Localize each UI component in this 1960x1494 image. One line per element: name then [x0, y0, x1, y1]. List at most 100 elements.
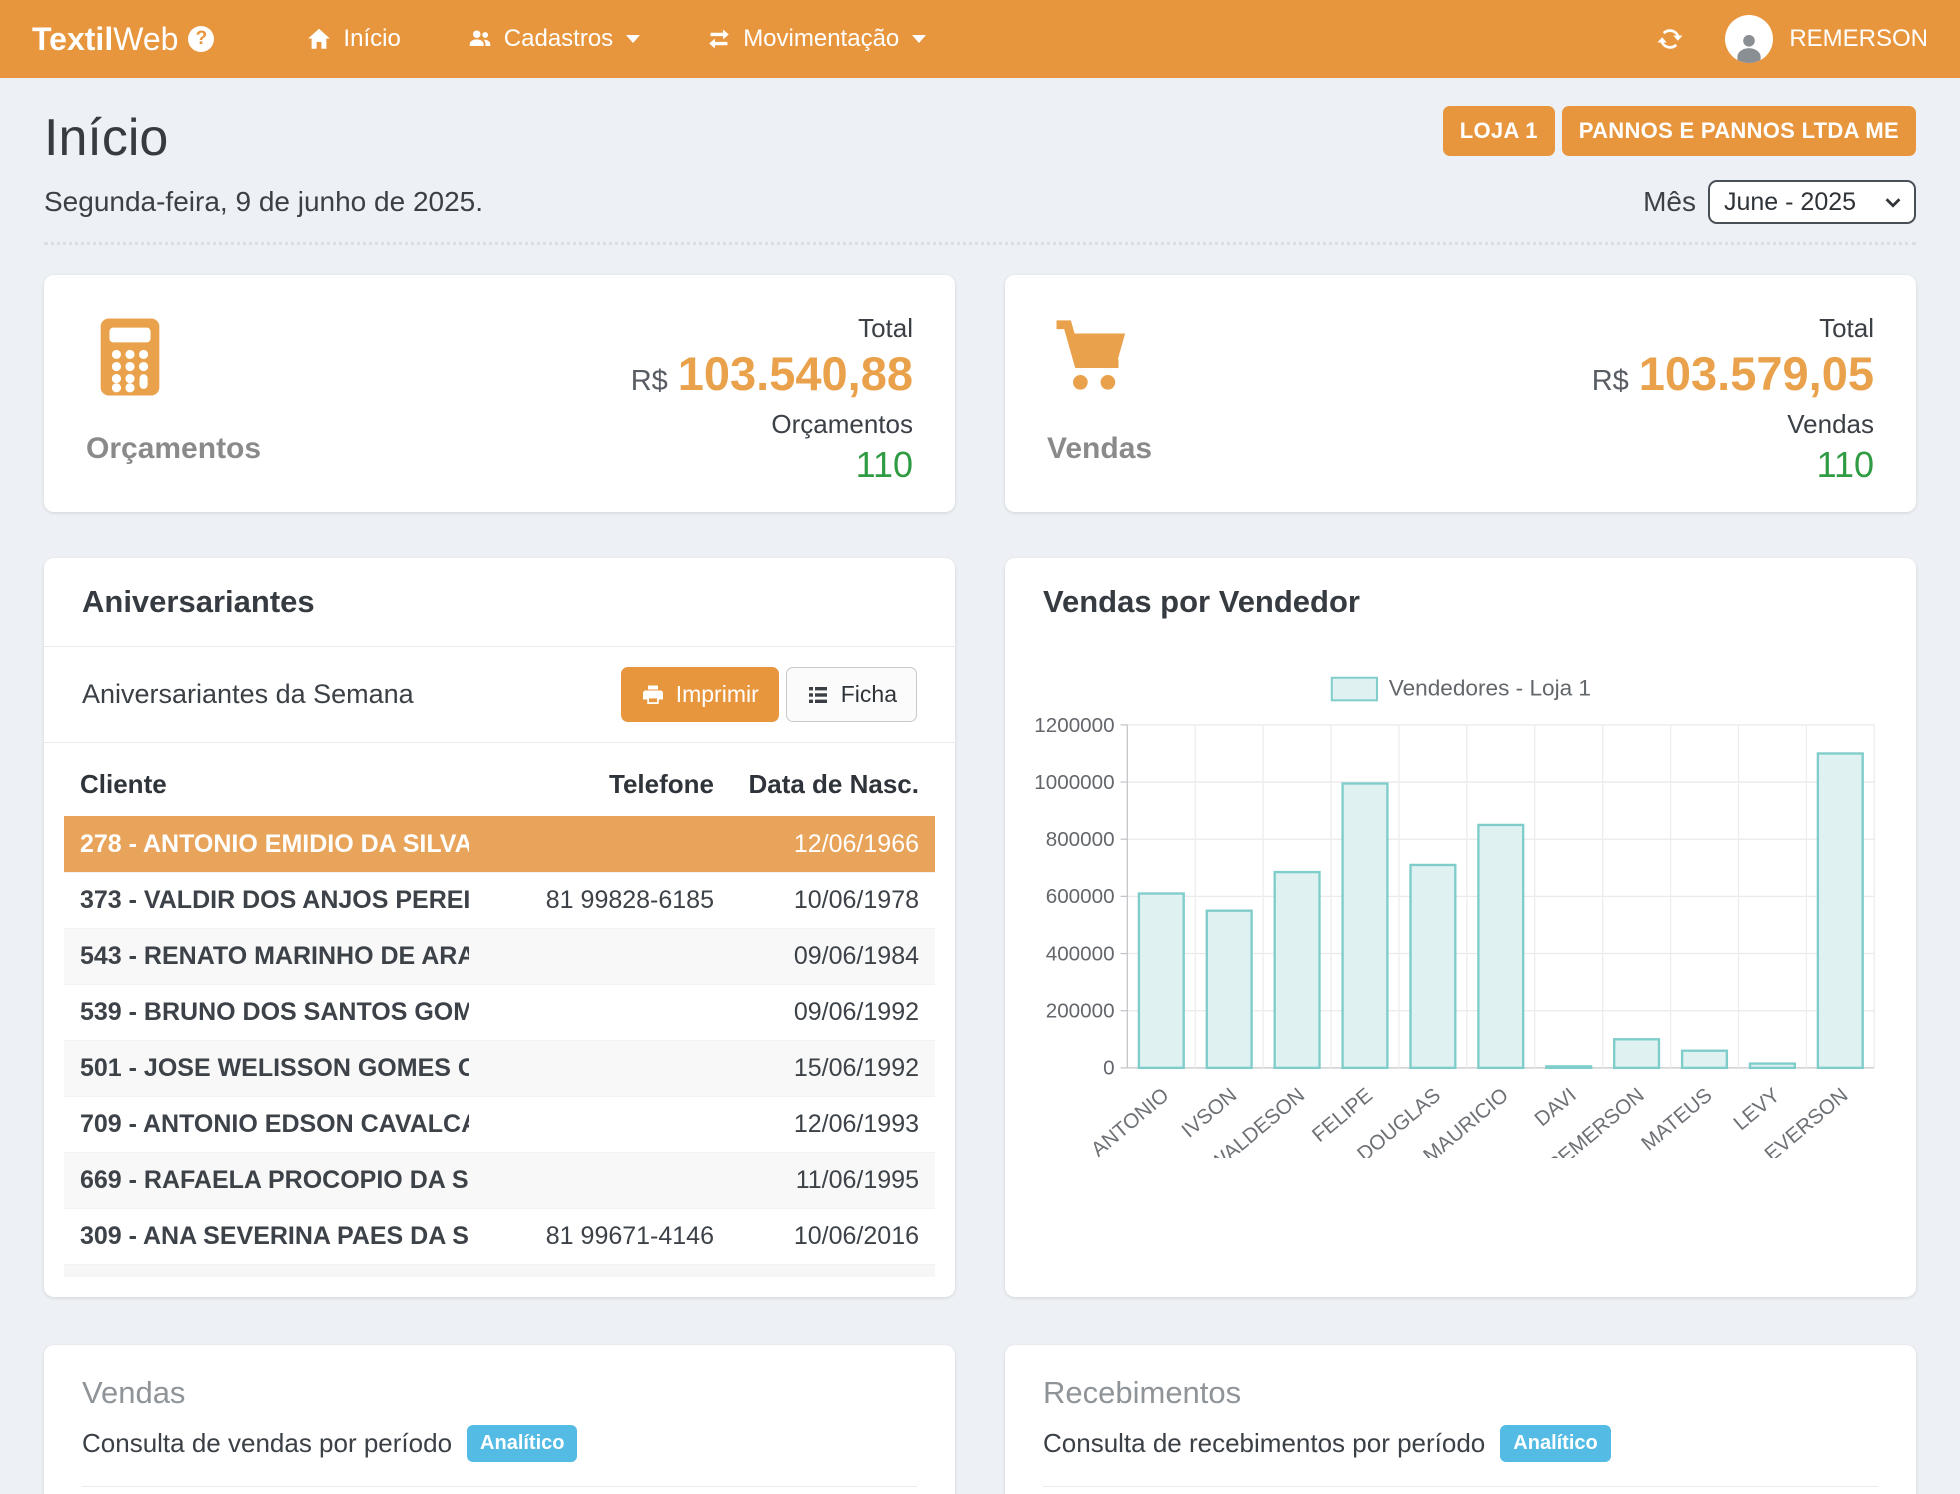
cell-client: 373 - VALDIR DOS ANJOS PEREIRA (ANGE...	[80, 886, 469, 915]
table-row[interactable]: 539 - BRUNO DOS SANTOS GOMES09/06/1992	[64, 984, 935, 1040]
help-icon[interactable]: ?	[188, 26, 214, 52]
cell-client: 709 - ANTONIO EDSON CAVALCANTE DAN...	[80, 1110, 469, 1139]
x-label-antonio: ANTONIO	[1087, 1084, 1173, 1159]
bar-chart-svg: Vendedores - Loja 1020000040000060000080…	[1033, 662, 1888, 1158]
x-label-levy: LEVY	[1729, 1083, 1784, 1135]
date-row: Segunda-feira, 9 de junho de 2025. Mês J…	[44, 174, 1916, 245]
brand-bold: Textil	[32, 21, 113, 57]
user-name: REMERSON	[1789, 25, 1928, 53]
birthdays-table: Cliente Telefone Data de Nasc. 278 - ANT…	[44, 743, 955, 1264]
cell-client: 309 - ANA SEVERINA PAES DA SILVA	[80, 1222, 469, 1251]
cart-icon	[1047, 313, 1152, 406]
cell-client: 539 - BRUNO DOS SANTOS GOMES	[80, 998, 469, 1027]
svg-text:600000: 600000	[1046, 885, 1115, 908]
main-content: Início LOJA 1 PANNOS E PANNOS LTDA ME Se…	[0, 78, 1960, 1494]
brand-logo[interactable]: TextilWeb ?	[32, 21, 214, 58]
user-menu[interactable]: REMERSON	[1725, 15, 1928, 63]
report-description: Consulta de recebimentos por período	[1043, 1428, 1485, 1459]
table-row[interactable]: 373 - VALDIR DOS ANJOS PEREIRA (ANGE...8…	[64, 872, 935, 928]
table-row[interactable]: 278 - ANTONIO EMIDIO DA SILVA (PALEST...…	[64, 816, 935, 872]
cell-date: 09/06/1984	[714, 942, 919, 971]
cell-date: 10/06/1978	[714, 886, 919, 915]
panel-subtitle: Aniversariantes da Semana	[82, 679, 414, 710]
bar-waldeson	[1275, 872, 1320, 1068]
nav-item-label: Movimentação	[743, 25, 899, 53]
vendas-report-card: Vendas Consulta de vendas por período An…	[44, 1345, 955, 1494]
count-value: 110	[631, 444, 913, 486]
svg-text:1000000: 1000000	[1034, 771, 1114, 794]
store-badges: LOJA 1 PANNOS E PANNOS LTDA ME	[1443, 106, 1916, 156]
chart-title: Vendas por Vendedor	[1005, 558, 1916, 646]
svg-text:400000: 400000	[1046, 942, 1115, 965]
nav-items: Início Cadastros Movimentação	[306, 25, 926, 53]
partial-next-row	[64, 1264, 935, 1277]
nav-item-label: Cadastros	[504, 25, 613, 53]
card-title: Orçamentos	[86, 432, 261, 466]
svg-text:Vendedores - Loja 1: Vendedores - Loja 1	[1389, 675, 1591, 700]
bar-levy	[1750, 1064, 1795, 1068]
users-icon	[467, 26, 493, 52]
reports-row: Vendas Consulta de vendas por período An…	[44, 1345, 1916, 1494]
exchange-icon	[706, 26, 732, 52]
month-picker: Mês June - 2025	[1643, 180, 1916, 224]
table-row[interactable]: 709 - ANTONIO EDSON CAVALCANTE DAN...12/…	[64, 1096, 935, 1152]
calculator-icon	[86, 313, 261, 406]
cell-date: 10/06/2016	[714, 1222, 919, 1251]
recebimentos-report-card: Recebimentos Consulta de recebimentos po…	[1005, 1345, 1916, 1494]
chart-card: Vendas por Vendedor Vendedores - Loja 1 0…	[1005, 558, 1916, 1297]
table-row[interactable]: 669 - RAFAELA PROCOPIO DA SILVA CARV...1…	[64, 1152, 935, 1208]
report-description: Consulta de vendas por período	[82, 1428, 452, 1459]
currency-symbol: R$	[631, 365, 668, 397]
refresh-button[interactable]	[1655, 24, 1685, 54]
bar-douglas	[1410, 865, 1455, 1068]
svg-text:1200000: 1200000	[1034, 714, 1114, 737]
analitico-badge: Analítico	[467, 1425, 577, 1462]
chevron-down-icon	[912, 35, 926, 43]
svg-text:200000: 200000	[1046, 1000, 1115, 1023]
store-badge-loja[interactable]: LOJA 1	[1443, 106, 1555, 156]
current-date: Segunda-feira, 9 de junho de 2025.	[44, 186, 483, 218]
app-root: TextilWeb ? Início Cadastros Movimentaçã…	[0, 0, 1960, 1494]
panel-title: Aniversariantes	[44, 558, 955, 647]
nav-item-inicio[interactable]: Início	[306, 25, 400, 53]
column-header-cliente: Cliente	[80, 769, 469, 800]
store-badge-company[interactable]: PANNOS E PANNOS LTDA ME	[1562, 106, 1916, 156]
x-label-davi: DAVI	[1530, 1084, 1580, 1132]
imprimir-button[interactable]: Imprimir	[621, 667, 779, 722]
table-row[interactable]: 543 - RENATO MARINHO DE ARAUJO (FAZ...09…	[64, 928, 935, 984]
report-title: Vendas	[82, 1375, 917, 1411]
ficha-button[interactable]: Ficha	[786, 667, 917, 722]
month-label: Mês	[1643, 186, 1696, 218]
table-row[interactable]: 501 - JOSE WELISSON GOMES OLIVEIRA (... 1…	[64, 1040, 935, 1096]
month-select[interactable]: June - 2025	[1708, 180, 1916, 224]
currency-symbol: R$	[1592, 365, 1629, 397]
cell-date: 15/06/1992	[714, 1054, 919, 1083]
nav-item-cadastros[interactable]: Cadastros	[467, 25, 640, 53]
bar-davi	[1546, 1066, 1591, 1067]
card-title: Vendas	[1047, 432, 1152, 466]
printer-icon	[641, 683, 665, 707]
chevron-down-icon	[626, 35, 640, 43]
table-row[interactable]: 309 - ANA SEVERINA PAES DA SILVA81 99671…	[64, 1208, 935, 1264]
count-value: 110	[1592, 444, 1874, 486]
nav-item-movimentacao[interactable]: Movimentação	[706, 25, 926, 53]
table-header: Cliente Telefone Data de Nasc.	[64, 749, 935, 816]
brand-light: Web	[113, 21, 178, 57]
ficha-label: Ficha	[841, 681, 897, 708]
cell-client: 278 - ANTONIO EMIDIO DA SILVA (PALEST...	[80, 830, 469, 859]
svg-text:0: 0	[1103, 1057, 1114, 1080]
x-label-ivson: IVSON	[1177, 1084, 1241, 1143]
cell-phone: 81 99828-6185	[469, 886, 714, 915]
sales-by-seller-chart: Vendedores - Loja 1020000040000060000080…	[1005, 646, 1916, 1158]
aniversariantes-card: Aniversariantes Aniversariantes da Seman…	[44, 558, 955, 1297]
home-icon	[306, 26, 332, 52]
person-icon	[1732, 29, 1766, 63]
summary-row: Orçamentos Total R$103.540,88 Orçamentos…	[44, 275, 1916, 512]
panel-subheader: Aniversariantes da Semana Imprimir Ficha	[44, 647, 955, 743]
cell-client: 501 - JOSE WELISSON GOMES OLIVEIRA (...	[80, 1054, 469, 1083]
page-head: Início LOJA 1 PANNOS E PANNOS LTDA ME	[44, 88, 1916, 174]
navbar: TextilWeb ? Início Cadastros Movimentaçã…	[0, 0, 1960, 78]
cell-date: 11/06/1995	[714, 1166, 919, 1195]
x-label-mateus: MATEUS	[1637, 1084, 1716, 1156]
count-label: Orçamentos	[631, 409, 913, 440]
